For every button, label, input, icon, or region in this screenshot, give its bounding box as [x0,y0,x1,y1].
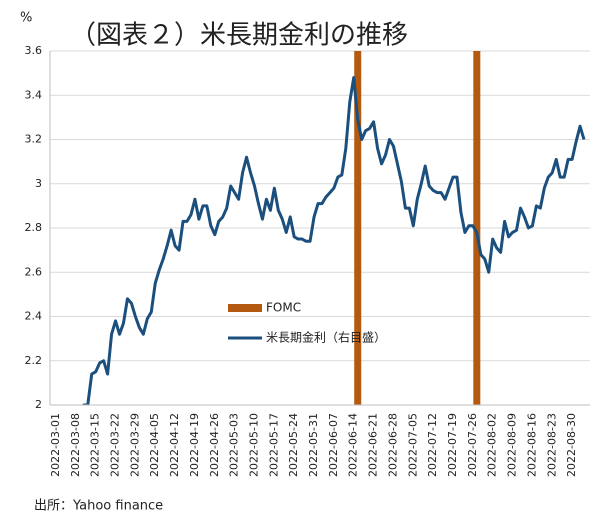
chart-title: （図表２）米長期金利の推移 [70,21,408,51]
y-tick-label: 3.4 [25,88,43,101]
y-tick-label: 2 [35,398,42,411]
x-tick-label: 2022-07-12 [426,413,439,477]
y-tick-label: 3.2 [25,133,43,146]
x-tick-label: 2022-08-09 [506,413,519,477]
y-tick-label: 3 [35,177,42,190]
legend-label: FOMC [266,301,301,315]
x-tick-label: 2022-06-07 [327,413,340,477]
y-tick-label: 2.4 [25,310,43,323]
x-tick-label: 2022-03-29 [128,413,141,477]
x-tick-label: 2022-06-14 [347,413,360,477]
y-tick-label: 3.6 [25,44,43,57]
fomc-bar [354,51,362,405]
y-tick-label: 2.2 [25,354,43,367]
x-tick-label: 2022-03-08 [69,413,82,477]
x-tick-label: 2022-03-15 [89,413,102,477]
y-tick-label: 2.8 [25,221,43,234]
x-tick-label: 2022-07-19 [446,413,459,477]
x-tick-label: 2022-07-26 [466,413,479,477]
x-tick-label: 2022-04-12 [168,413,181,477]
x-tick-label: 2022-04-19 [188,413,201,477]
x-tick-label: 2022-08-30 [565,413,578,477]
legend-swatch [228,304,262,312]
bars [354,51,481,405]
y-unit: % [20,11,32,26]
x-tick-label: 2022-04-26 [208,413,221,477]
legend-label: 米長期金利（右目盛） [266,330,386,345]
x-tick-label: 2022-08-02 [486,413,499,477]
x-tick-label: 2022-05-17 [267,413,280,477]
y-tick-label: 2.6 [25,265,43,278]
x-tick-label: 2022-05-31 [307,413,320,477]
source: 出所：Yahoo finance [34,499,163,514]
yield-line [82,76,586,405]
x-tick-label: 2022-08-16 [525,413,538,477]
labels: 2 2.2 2.4 2.6 2.8 3 3.2 3.4 3.6 2022-03-01 2022-03… [25,44,579,477]
x-tick-label: 2022-03-01 [49,413,62,477]
x-tick-label: 2022-06-21 [367,413,380,477]
fomc-bar [473,51,481,405]
x-tick-label: 2022-05-03 [228,413,241,477]
grid [50,50,590,406]
x-tick-label: 2022-07-05 [406,413,419,477]
x-tick-label: 2022-08-23 [545,413,558,477]
x-tick-label: 2022-04-05 [148,413,161,477]
x-tick-label: 2022-05-24 [287,413,300,477]
x-tick-label: 2022-03-22 [109,413,122,477]
lines [82,76,586,405]
x-tick-label: 2022-06-28 [386,413,399,477]
x-tick-label: 2022-05-10 [247,413,260,477]
